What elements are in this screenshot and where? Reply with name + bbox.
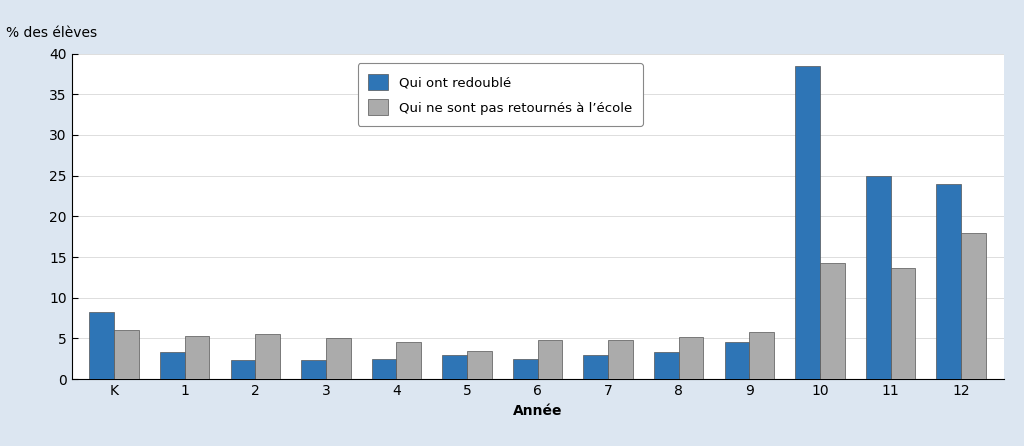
Bar (372, 359, 396, 379)
Bar (796, 66, 820, 379)
Bar (255, 334, 280, 379)
Bar (184, 336, 209, 379)
Bar (820, 263, 845, 379)
Bar (114, 330, 138, 379)
Bar (725, 343, 750, 379)
Text: % des élèves: % des élèves (6, 26, 97, 41)
Bar (584, 355, 608, 379)
Bar (442, 355, 467, 379)
Bar (301, 359, 326, 379)
Bar (230, 360, 255, 379)
Bar (160, 352, 184, 379)
Bar (679, 337, 703, 379)
Bar (962, 233, 986, 379)
Bar (654, 352, 679, 379)
Bar (89, 312, 114, 379)
Legend: Qui ont redoublé, Qui ne sont pas retournés à l’école: Qui ont redoublé, Qui ne sont pas retour… (357, 63, 642, 126)
Bar (538, 340, 562, 379)
Bar (467, 351, 492, 379)
X-axis label: Année: Année (513, 404, 562, 417)
Bar (513, 359, 538, 379)
Bar (750, 332, 774, 379)
Bar (866, 176, 891, 379)
Bar (326, 338, 350, 379)
Bar (937, 184, 962, 379)
Bar (396, 342, 421, 379)
Bar (891, 268, 915, 379)
Bar (608, 340, 633, 379)
